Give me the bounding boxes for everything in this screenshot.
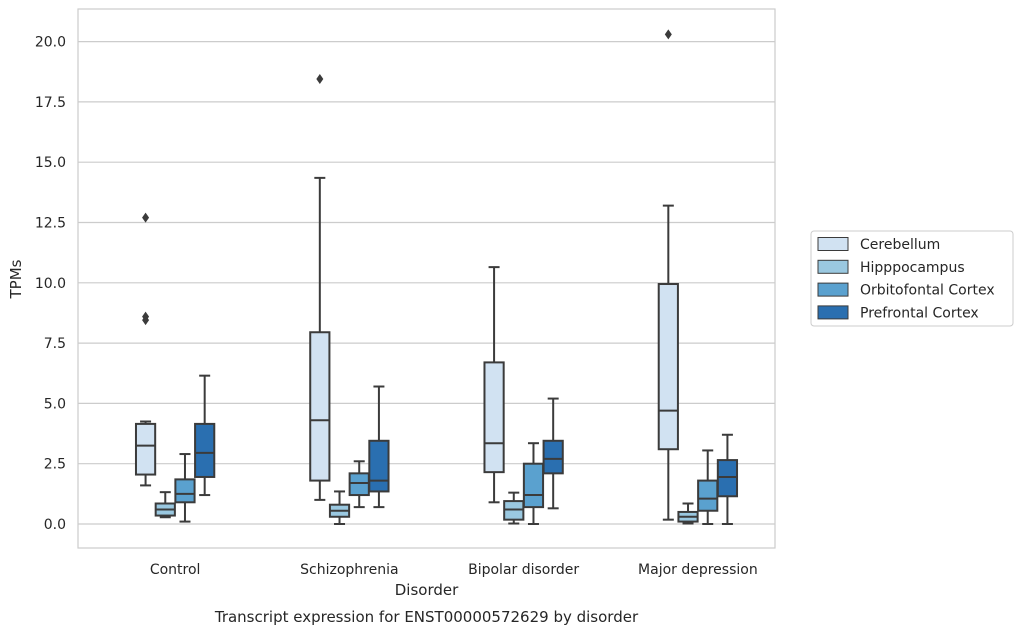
y-axis-label: TPMs	[7, 259, 25, 299]
y-tick-label: 17.5	[35, 95, 66, 111]
x-tick-labels: Control Schizophrenia Bipolar disorder Majo…	[150, 562, 758, 578]
legend-swatch	[817, 237, 849, 251]
y-tick-label: 0.0	[44, 517, 66, 533]
box-cerebellum	[309, 73, 331, 501]
box-iqr	[657, 283, 679, 451]
box-orbitofontal-cortex	[522, 442, 545, 525]
y-tick-label: 7.5	[44, 336, 66, 352]
box-prefrontal-cortex	[542, 397, 564, 510]
box-cerebellum	[134, 212, 157, 487]
y-tick-label: 2.5	[44, 457, 66, 473]
box-iqr	[368, 439, 390, 493]
box-iqr	[194, 422, 216, 478]
box-prefrontal-cortex	[194, 374, 216, 497]
x-tick-label: Control	[150, 562, 201, 578]
legend-swatch	[817, 259, 849, 274]
x-tick-label: Bipolar disorder	[468, 562, 579, 578]
box-orbitofontal-cortex	[697, 449, 719, 525]
x-axis-label: Disorder	[395, 581, 459, 599]
y-tick-label: 10.0	[35, 276, 66, 292]
y-tick-label: 12.5	[35, 216, 66, 232]
legend-entry-label: Cerebellum	[860, 237, 940, 253]
box-iqr	[716, 459, 739, 498]
box-hipppocampus	[677, 502, 699, 525]
box-cerebellum	[657, 29, 679, 521]
y-tick-labels: 0.0 2.5 5.0 7.5 10.0 12.5 15.0 17.5 20.0	[35, 35, 66, 533]
y-tick-label: 20.0	[35, 35, 66, 51]
chart-caption: Transcript expression for ENST0000057262…	[214, 608, 639, 626]
boxes	[134, 29, 739, 525]
gridlines	[78, 40, 775, 525]
box-iqr	[348, 472, 370, 497]
box-hipppocampus	[154, 491, 176, 519]
y-tick-label: 5.0	[44, 396, 66, 412]
box-cerebellum	[483, 266, 505, 504]
box-prefrontal-cortex	[716, 433, 739, 525]
legend-swatch	[817, 282, 849, 297]
box-iqr	[174, 478, 196, 504]
box-hipppocampus	[503, 491, 525, 525]
plot-area-frame	[77, 8, 776, 549]
x-tick-label: Major depression	[638, 562, 758, 578]
box-orbitofontal-cortex	[174, 453, 196, 523]
y-tick-label: 15.0	[35, 155, 66, 171]
box-orbitofontal-cortex	[348, 460, 370, 509]
box-iqr	[483, 361, 505, 474]
box-iqr	[697, 479, 719, 512]
box-prefrontal-cortex	[368, 385, 390, 509]
x-tick-label: Schizophrenia	[300, 562, 398, 578]
legend-entry-label: Prefrontal Cortex	[860, 305, 979, 321]
box-iqr	[542, 439, 564, 475]
outlier-point	[664, 29, 672, 40]
outlier-point	[142, 212, 150, 223]
outlier-point	[316, 73, 324, 84]
legend-frame	[810, 230, 1014, 327]
box-hipppocampus	[328, 490, 351, 525]
legend-swatch	[817, 305, 849, 320]
legend-entry-label: Hipppocampus	[860, 260, 965, 276]
box-iqr	[309, 331, 331, 482]
legend-entry-label: Orbitofontal Cortex	[860, 283, 995, 299]
box-iqr	[134, 422, 157, 476]
box-iqr	[522, 462, 545, 509]
outlier-point	[142, 311, 150, 322]
legend: Cerebellum Hipppocampus Orbitofontal Corte…	[810, 230, 1014, 327]
